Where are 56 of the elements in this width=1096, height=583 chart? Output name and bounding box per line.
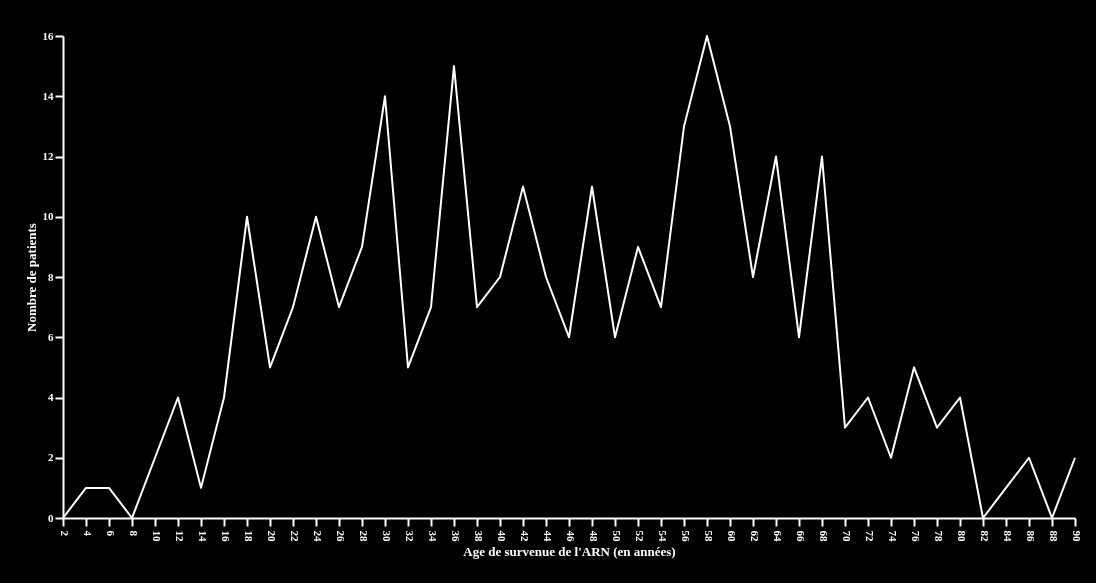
x-tick-label: 78 (932, 530, 945, 542)
x-tick-label: 50 (610, 530, 623, 542)
x-tick-label: 36 (449, 530, 462, 542)
x-tick-label: 6 (104, 530, 117, 537)
x-tick-label: 86 (1024, 530, 1037, 542)
x-tick-label: 88 (1047, 530, 1060, 542)
x-tick-label: 22 (288, 530, 301, 542)
y-tick-label: 0 (48, 511, 54, 524)
x-tick-label: 10 (150, 530, 163, 542)
y-tick-label: 10 (42, 210, 54, 223)
x-tick-label: 74 (886, 530, 899, 542)
y-tick-label: 4 (48, 391, 54, 403)
y-tick-label: 8 (48, 270, 54, 283)
x-tick-label: 64 (771, 530, 784, 542)
x-tick-label: 76 (909, 530, 922, 542)
x-tick-label: 58 (702, 530, 715, 542)
x-tick-label: 72 (863, 530, 876, 542)
x-tick-label: 42 (518, 530, 531, 542)
y-tick-label: 6 (48, 330, 54, 343)
x-tick-label: 62 (748, 530, 761, 542)
x-tick-label: 52 (633, 530, 646, 542)
y-tick-label: 12 (42, 150, 54, 162)
x-tick-label: 54 (656, 530, 669, 542)
x-tick-label: 56 (679, 530, 692, 542)
x-tick-label: 80 (955, 530, 968, 542)
x-tick-label: 30 (380, 530, 393, 542)
y-tick-label: 2 (48, 451, 54, 464)
x-tick-label: 34 (426, 530, 439, 542)
x-axis-title: Age de survenue de l'ARN (en années) (463, 543, 676, 559)
x-tick-label: 90 (1070, 530, 1083, 542)
x-tick-label: 12 (173, 530, 186, 542)
x-tick-label: 24 (311, 530, 324, 542)
x-tick-label: 40 (495, 530, 508, 542)
x-tick-label: 60 (725, 530, 738, 542)
x-tick-label: 28 (357, 530, 370, 542)
x-tick-label: 44 (541, 530, 554, 542)
x-tick-label: 2 (58, 530, 71, 537)
x-tick-label: 46 (564, 530, 577, 542)
x-tick-label: 82 (978, 530, 991, 542)
x-tick-label: 66 (794, 530, 807, 542)
x-tick-label: 26 (334, 530, 347, 542)
x-tick-label: 18 (242, 530, 255, 542)
x-tick-label: 32 (403, 530, 416, 542)
y-tick-label: 14 (42, 89, 54, 102)
x-tick-label: 14 (196, 530, 209, 542)
x-tick-label: 8 (127, 530, 140, 537)
x-tick-label: 70 (840, 530, 853, 542)
x-tick-label: 68 (817, 530, 830, 542)
x-tick-label: 16 (219, 530, 232, 542)
x-tick-label: 4 (81, 530, 94, 537)
x-tick-label: 48 (587, 530, 600, 542)
x-tick-label: 84 (1001, 530, 1014, 542)
y-tick-label: 16 (42, 29, 54, 42)
y-axis-title: Nombre de patients (23, 223, 39, 332)
x-tick-label: 20 (265, 530, 278, 542)
x-tick-label: 38 (472, 530, 485, 542)
